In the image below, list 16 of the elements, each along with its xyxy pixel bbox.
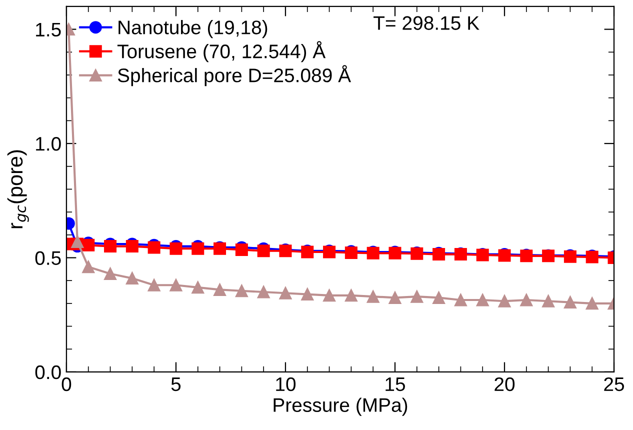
x-tick-label: 10 [276,377,296,392]
annotation: T= 298.15 K [374,16,480,30]
x-axis-title: Pressure (MPa) [274,398,408,416]
x-tick-label: 0 [62,377,72,392]
legend-label: Nanotube (19,18) [118,20,268,38]
x-tick-label: 5 [171,378,181,392]
y-axis-title: r$_{gc}$(pore) [7,150,29,228]
x-tick-label: 15 [386,378,405,392]
y-tick-label: 1.0 [36,136,61,151]
legend-label: Torusene (70, 12.544) Å [117,41,326,62]
y-tick-label: 0.0 [35,365,61,380]
x-tick-label: 20 [494,377,515,392]
y-tick-label: 1.5 [36,22,61,37]
legend-label: Spherical pore D=25.089 Å [118,65,352,86]
x-tick-label: 25 [604,377,624,392]
y-tick-label: 0.5 [35,251,61,265]
